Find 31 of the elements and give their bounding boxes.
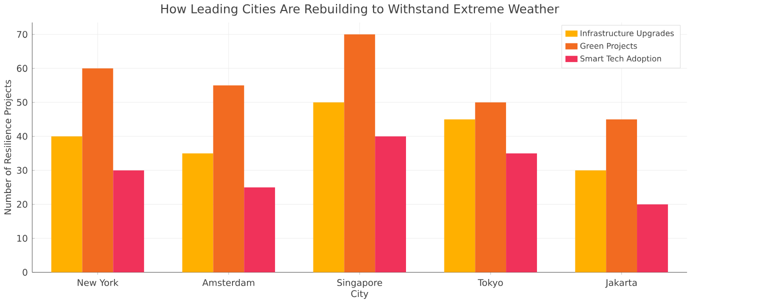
y-tick-label: 30 xyxy=(17,166,28,174)
x-tick-label: Jakarta xyxy=(605,279,637,288)
y-tick-label: 60 xyxy=(16,64,28,72)
bar xyxy=(213,85,244,272)
bar xyxy=(51,136,82,272)
bar xyxy=(313,102,344,272)
bar xyxy=(244,187,276,272)
y-axis-title: Number of Resilience Projects xyxy=(4,80,13,214)
x-tick-label: Tokyo xyxy=(478,279,503,288)
bar xyxy=(606,119,638,272)
y-tick-label: 40 xyxy=(16,132,28,140)
x-tick-label: Singapore xyxy=(337,279,382,288)
bar xyxy=(637,204,668,272)
chart-title: How Leading Cities Are Rebuilding to Withstand Extreme Weather xyxy=(161,4,560,16)
bar xyxy=(475,102,506,272)
x-tick-label: New York xyxy=(78,279,118,286)
bar xyxy=(506,153,537,272)
y-tick-label: 50 xyxy=(17,98,28,106)
x-axis-title: City xyxy=(351,290,368,299)
bar xyxy=(82,68,114,272)
bar xyxy=(575,170,606,272)
y-tick-label: 20 xyxy=(16,200,28,208)
bar xyxy=(444,119,476,272)
bar xyxy=(344,34,376,272)
y-tick-label: 70 xyxy=(17,30,28,38)
y-tick-label: 0 xyxy=(22,268,28,276)
bar xyxy=(182,153,214,272)
y-tick-label: 10 xyxy=(17,234,28,242)
x-tick-label: Amsterdam xyxy=(202,279,254,286)
bar xyxy=(375,136,406,272)
bar xyxy=(113,170,144,272)
